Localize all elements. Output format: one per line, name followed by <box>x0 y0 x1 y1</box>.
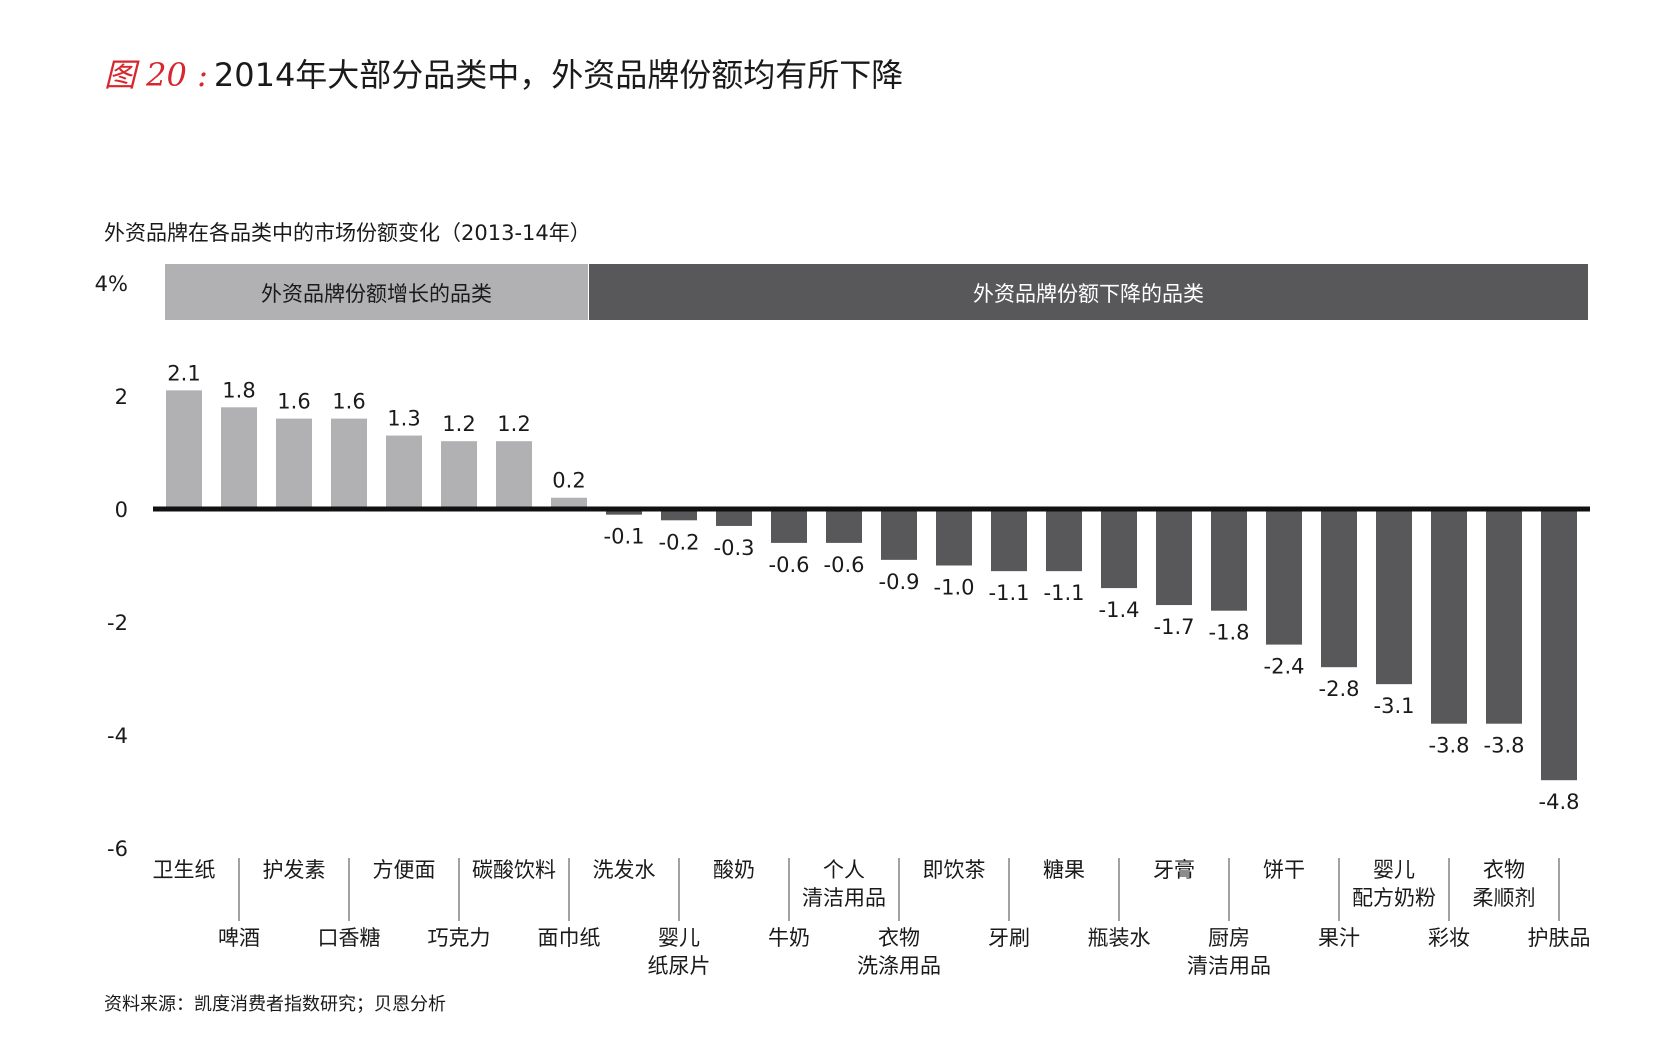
value-label: -0.9 <box>879 570 920 594</box>
value-label: -4.8 <box>1539 790 1580 814</box>
bar <box>661 509 697 521</box>
source-note: 资料来源：凯度消费者指数研究；贝恩分析 <box>104 994 446 1015</box>
figure-number: 图 20 : <box>104 56 208 94</box>
y-tick-label: -4 <box>107 724 128 748</box>
bar <box>1541 509 1577 781</box>
value-label: 1.2 <box>497 412 530 436</box>
value-label: -3.8 <box>1484 734 1525 758</box>
x-tick-label: 牙刷 <box>988 926 1030 950</box>
value-label: -0.6 <box>824 553 865 577</box>
bar <box>496 441 532 509</box>
bar <box>716 509 752 526</box>
bar <box>221 407 257 509</box>
x-tick-label: 卫生纸 <box>153 858 216 882</box>
value-label: 1.6 <box>277 390 310 414</box>
value-label: -1.1 <box>1044 581 1085 605</box>
value-label: 1.3 <box>387 407 420 431</box>
x-tick-label: 即饮茶 <box>923 858 986 882</box>
value-label: -2.8 <box>1319 677 1360 701</box>
x-tick-label: 牙膏 <box>1153 858 1195 882</box>
bar <box>991 509 1027 572</box>
y-tick-label: -6 <box>107 837 128 861</box>
value-label: -1.4 <box>1099 598 1140 622</box>
value-label: -0.1 <box>604 525 645 549</box>
x-tick-label: 护肤品 <box>1528 926 1591 950</box>
value-label: -0.2 <box>659 530 700 554</box>
value-label: 1.8 <box>222 378 255 402</box>
value-label: -1.1 <box>989 581 1030 605</box>
x-tick-label: 瓶装水 <box>1088 926 1151 950</box>
value-label: -1.0 <box>934 576 975 600</box>
x-tick-label: 碳酸饮料 <box>472 858 556 882</box>
x-tick-label: 方便面 <box>373 858 436 882</box>
group-band-decrease <box>589 264 1588 320</box>
value-label: -3.8 <box>1429 734 1470 758</box>
value-label: -3.1 <box>1374 694 1415 718</box>
group-label-decrease: 外资品牌份额下降的品类 <box>973 282 1204 306</box>
y-tick-label: 2 <box>115 385 128 409</box>
x-tick-label: 啤酒 <box>218 926 260 950</box>
x-tick-label: 厨房清洁用品 <box>1187 926 1271 978</box>
bar <box>386 435 422 509</box>
bar <box>881 509 917 560</box>
bar <box>606 509 642 515</box>
value-label: -0.3 <box>714 536 755 560</box>
x-tick-label: 果汁 <box>1318 926 1360 950</box>
value-label: 2.1 <box>167 361 200 385</box>
x-tick-label: 衣物洗涤用品 <box>857 926 941 978</box>
bar <box>1156 509 1192 606</box>
x-tick-label: 面巾纸 <box>538 926 601 950</box>
value-label: 1.2 <box>442 412 475 436</box>
x-tick-label: 牛奶 <box>768 926 810 950</box>
x-tick-label: 护发素 <box>263 858 326 882</box>
bar <box>331 418 367 509</box>
bar <box>551 497 587 509</box>
bar <box>1431 509 1467 724</box>
bar <box>1486 509 1522 724</box>
y-tick-label: 0 <box>115 498 128 522</box>
x-tick-label: 彩妆 <box>1428 926 1470 950</box>
x-tick-label: 个人清洁用品 <box>802 858 886 910</box>
value-label: 0.2 <box>552 469 585 493</box>
y-tick-label: -2 <box>107 611 128 635</box>
bar <box>1376 509 1412 685</box>
chart-subtitle: 外资品牌在各品类中的市场份额变化（2013-14年） <box>104 221 591 245</box>
x-tick-label: 饼干 <box>1263 858 1305 882</box>
bar <box>1101 509 1137 589</box>
group-label-increase: 外资品牌份额增长的品类 <box>261 282 492 306</box>
x-tick-label: 糖果 <box>1043 858 1085 882</box>
x-tick-label: 婴儿配方奶粉 <box>1352 858 1436 910</box>
bar <box>771 509 807 543</box>
value-label: -1.8 <box>1209 621 1250 645</box>
value-label: -2.4 <box>1264 655 1305 679</box>
value-label: -1.7 <box>1154 615 1195 639</box>
chart-title: 图 20 :2014年大部分品类中，外资品牌份额均有所下降 <box>104 50 903 96</box>
x-tick-label: 酸奶 <box>713 858 755 882</box>
bar <box>936 509 972 566</box>
x-tick-label: 口香糖 <box>318 926 381 950</box>
bar <box>276 418 312 509</box>
bar <box>1046 509 1082 572</box>
bar <box>826 509 862 543</box>
x-tick-label: 婴儿纸尿片 <box>648 926 711 978</box>
value-label: 1.6 <box>332 390 365 414</box>
figure-title-text: 2014年大部分品类中，外资品牌份额均有所下降 <box>213 56 904 94</box>
value-label: -0.6 <box>769 553 810 577</box>
x-tick-label: 衣物柔顺剂 <box>1473 858 1536 910</box>
x-tick-label: 巧克力 <box>428 926 491 950</box>
group-band-increase <box>165 264 588 320</box>
bar <box>1321 509 1357 668</box>
bar <box>1211 509 1247 611</box>
bar <box>1266 509 1302 645</box>
x-tick-label: 洗发水 <box>593 858 656 882</box>
y-tick-label: 4% <box>95 272 128 296</box>
bar <box>166 390 202 509</box>
bar <box>441 441 477 509</box>
